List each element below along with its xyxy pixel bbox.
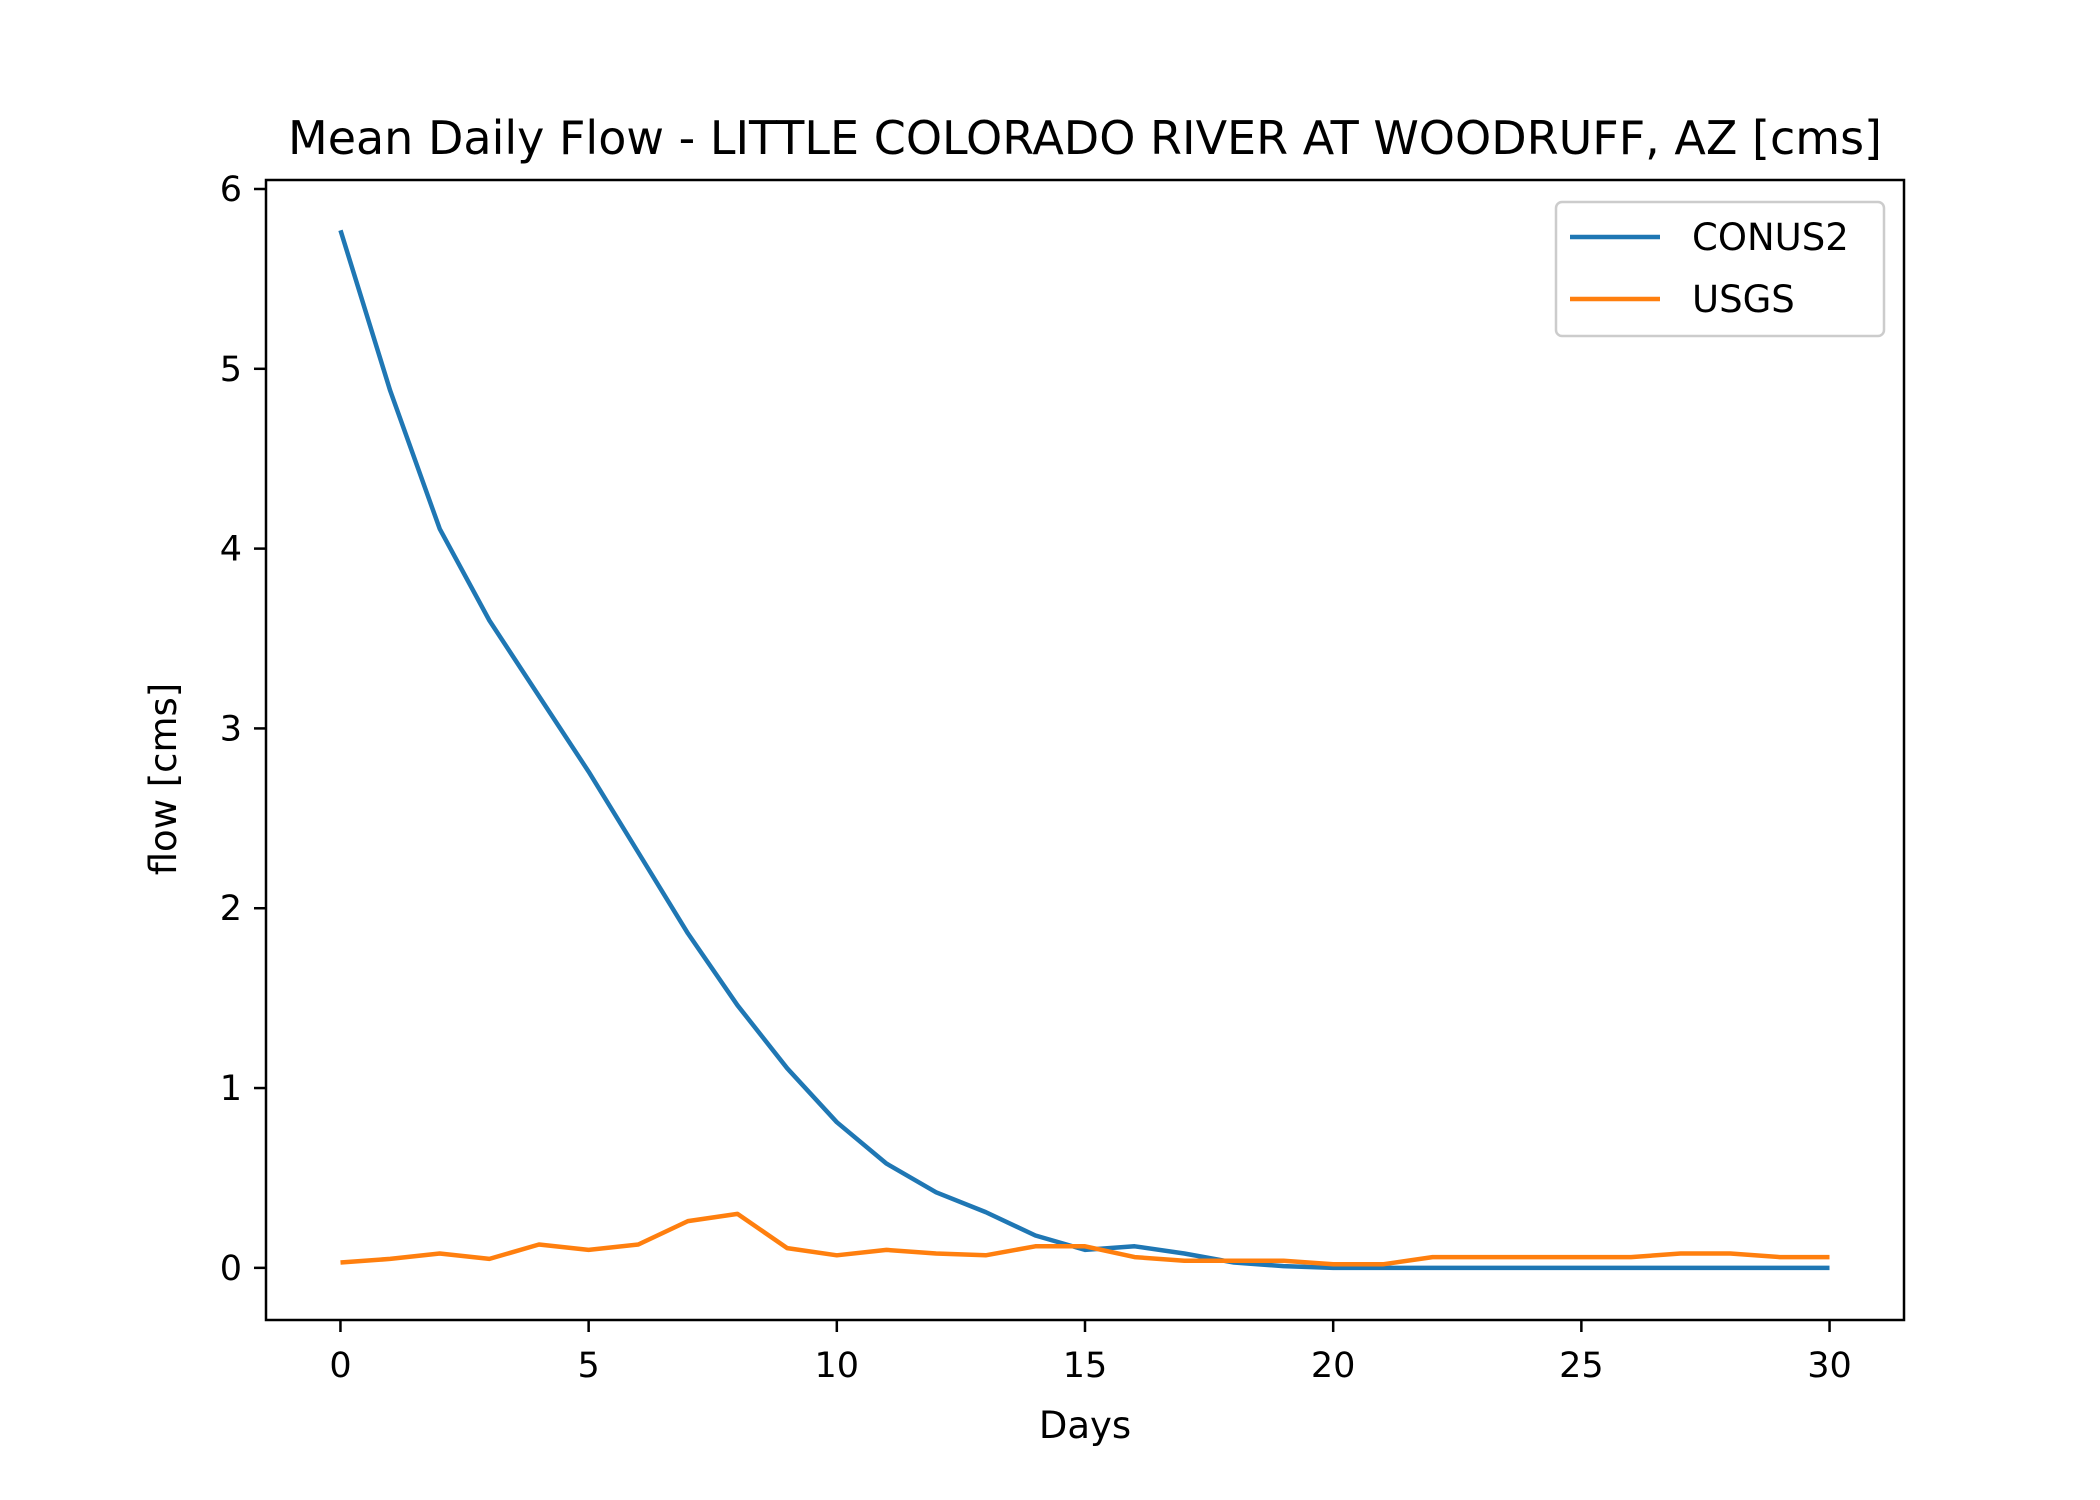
series-line-conus2 — [338, 229, 1830, 1271]
y-tick-label: 4 — [220, 530, 242, 570]
y-tick-label: 3 — [220, 709, 242, 749]
x-tick-label: 25 — [1559, 1346, 1604, 1386]
x-tick-label: 30 — [1807, 1346, 1852, 1386]
y-axis-label: flow [cms] — [142, 683, 185, 876]
y-tick-label: 1 — [220, 1069, 242, 1109]
x-tick-label: 5 — [577, 1346, 599, 1386]
x-axis-label: Days — [1039, 1404, 1131, 1447]
x-tick-label: 15 — [1063, 1346, 1108, 1386]
x-tick-label: 20 — [1311, 1346, 1356, 1386]
chart-title: Mean Daily Flow - LITTLE COLORADO RIVER … — [288, 111, 1882, 165]
x-tick-label: 10 — [815, 1346, 860, 1386]
y-tick-label: 6 — [220, 170, 242, 210]
y-tick-label: 2 — [220, 889, 242, 929]
y-tick-label: 0 — [220, 1249, 242, 1289]
y-tick-label: 5 — [220, 350, 242, 390]
x-tick-label: 0 — [329, 1346, 351, 1386]
legend-label-usgs: USGS — [1692, 278, 1795, 321]
series-line-usgs — [340, 1211, 1830, 1267]
legend-label-conus2: CONUS2 — [1692, 216, 1849, 259]
